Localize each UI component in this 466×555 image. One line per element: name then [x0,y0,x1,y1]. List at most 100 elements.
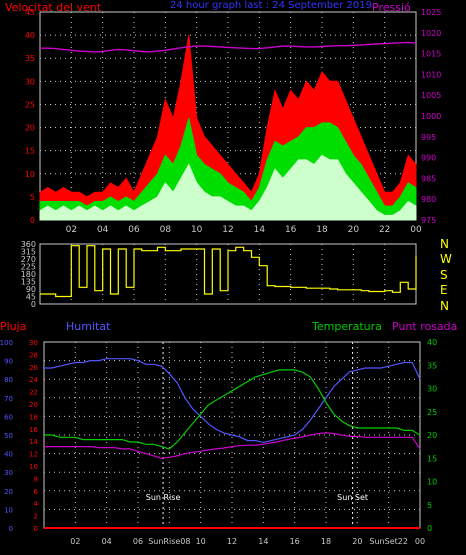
wind-tick-x: 00 [410,225,422,235]
wind-low-line [39,154,417,221]
humidity-label: Humitat [66,320,111,333]
humidity-tick: 90 [4,358,13,366]
humidity-tick: 60 [4,413,13,421]
wind-tick-left: 5 [30,193,35,202]
temp-tick-x: 20 [352,537,362,546]
wind-tick-x: 10 [191,225,203,235]
temperature-tick: 10 [427,478,437,487]
temperature-tick: 30 [427,385,437,394]
direction-tick-left: 180 [21,270,36,279]
temp-tick-x: SunRise08 [148,537,190,546]
direction-tick-left: 270 [21,255,36,264]
direction-line [40,245,417,298]
humidity-tick: 100 [0,339,13,347]
wind-tick-x: 18 [316,225,328,235]
temperature-tick: 5 [427,501,432,510]
rain-tick: 10 [29,463,38,471]
temperature-tick: 40 [427,338,437,347]
wind-axes: 0510152025303540459759809859909951000100… [25,8,442,235]
humidity-tick: 50 [4,432,13,440]
wind-tick-x: 16 [285,225,297,235]
temp-tick-x: 00 [415,537,425,546]
humidity-temperature-chart: Pluja Humitat Temperatura Punt rosada 0 1… [0,320,457,546]
rain-tick: 30 [29,339,38,347]
wind-tick-left: 35 [25,54,35,63]
temperature-tick: 35 [427,361,437,370]
pressure-tick-right: 1020 [421,29,441,38]
dewpoint-label: Punt rosada [392,320,457,333]
rain-tick: 0 [34,525,38,533]
wind-tick-x: 02 [66,225,77,235]
wind-tick-left: 40 [25,31,35,40]
direction-tick-left: 315 [21,248,36,257]
wind-tick-left: 30 [25,77,35,86]
humidity-tick: 40 [4,451,13,459]
temp-axes: 0102030405060708090100024681012141618202… [0,338,437,546]
pressure-tick-right: 985 [421,174,436,183]
wind-tick-left: 45 [25,8,35,17]
rain-tick: 6 [34,488,39,496]
pressure-tick-right: 1025 [421,8,441,17]
direction-tick-left: 360 [21,240,36,249]
wind-tick-left: 10 [25,170,35,179]
wind-tick-x: 06 [128,225,140,235]
pressure-tick-right: 1010 [421,70,441,79]
rain-tick: 14 [29,438,38,446]
direction-tick-left: 45 [26,293,36,302]
temperature-tick: 25 [427,408,437,417]
compass-label: S [440,268,448,282]
rain-tick: 12 [29,451,38,459]
wind-tick-left: 25 [25,100,35,109]
pressure-tick-right: 1005 [421,91,441,100]
pressure-tick-right: 975 [421,216,436,225]
rain-tick: 26 [29,364,38,372]
temperature-tick: 15 [427,454,437,463]
temperature-tick: 20 [427,431,437,440]
humidity-tick: 80 [4,376,13,384]
rain-label: Pluja [0,320,26,333]
humidity-line [44,358,421,444]
rain-tick: 2 [34,513,38,521]
sun-annotation: Sun Set [337,493,368,502]
wind-speed-label: Velocitat del vent [5,1,102,14]
wind-tick-x: 04 [97,225,109,235]
dewpoint-line [44,432,421,459]
humidity-tick: 20 [4,488,13,496]
direction-tick-left: 0 [31,300,36,309]
wind-tick-left: 20 [25,124,35,133]
direction-series [40,245,417,298]
compass-label: E [440,283,448,297]
wind-series [39,35,417,221]
direction-tick-left: 90 [26,285,36,294]
humidity-tick: 0 [9,525,13,533]
pressure-tick-right: 1000 [421,112,441,121]
rain-tick: 20 [29,401,38,409]
temp-tick-x: 12 [227,537,237,546]
temp-tick-x: 10 [196,537,206,546]
temperature-label: Temperatura [311,320,382,333]
temp-tick-x: 02 [70,537,80,546]
wind-tick-x: 12 [222,225,233,235]
direction-tick-left: 135 [21,278,36,287]
temp-tick-x: SunSet22 [369,537,408,546]
rain-tick: 28 [29,351,38,359]
wind-tick-x: 08 [160,225,172,235]
pressure-tick-right: 995 [421,133,436,142]
wind-tick-x: 14 [254,225,266,235]
temp-tick-x: 06 [133,537,143,546]
temp-series [44,358,421,529]
pressure-tick-right: 1015 [421,50,441,59]
rain-tick: 8 [34,475,38,483]
temperature-tick: 0 [427,524,432,533]
humidity-tick: 30 [4,469,13,477]
wind-tick-left: 0 [30,216,35,225]
temp-tick-x: 16 [290,537,300,546]
wind-tick-x: 20 [348,225,360,235]
wind-tick-left: 15 [25,147,35,156]
pressure-tick-right: 990 [421,154,436,163]
sun-annotation: Sun Rise [146,493,181,502]
pressure-tick-right: 980 [421,195,436,204]
humidity-tick: 70 [4,395,13,403]
temp-tick-x: 04 [102,537,112,546]
